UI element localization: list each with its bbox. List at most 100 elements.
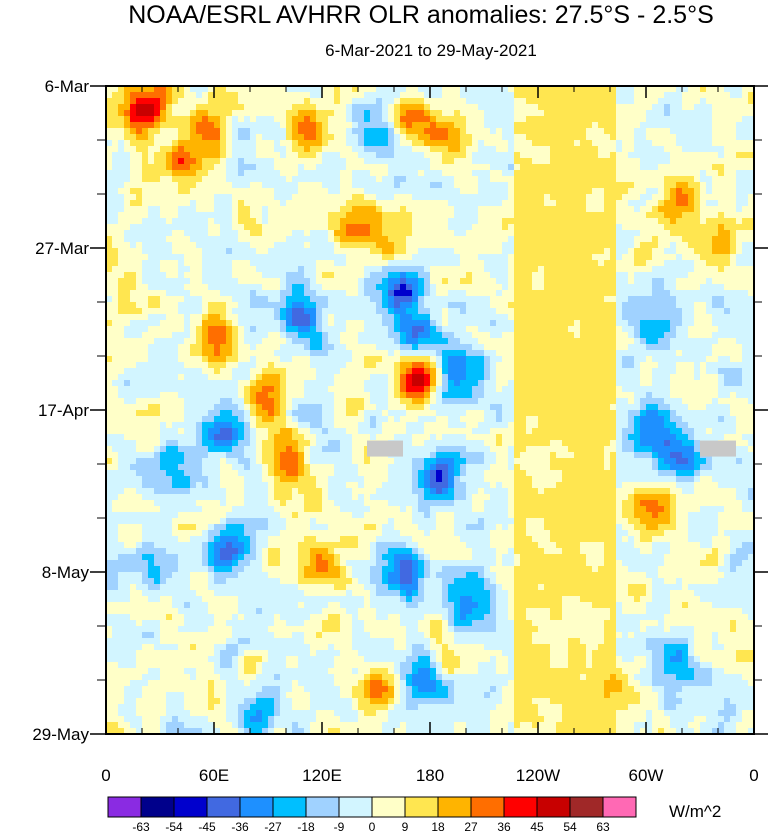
heat-cell [322, 98, 329, 105]
heat-cell [172, 242, 179, 249]
heat-cell [358, 272, 365, 279]
heat-cell [670, 242, 677, 249]
heat-cell [334, 344, 341, 351]
heat-cell [388, 176, 395, 183]
heat-cell [574, 230, 581, 237]
heat-cell [424, 86, 431, 93]
heat-cell [706, 116, 713, 123]
heat-cell [214, 344, 221, 351]
heat-cell [298, 308, 305, 315]
heat-cell [370, 200, 377, 207]
heat-cell [574, 254, 581, 261]
heat-cell [532, 344, 539, 351]
heat-cell [502, 158, 509, 165]
heat-cell [382, 344, 389, 351]
heat-cell [148, 308, 155, 315]
heat-cell [304, 344, 311, 351]
heat-cell [196, 86, 203, 93]
heat-cell [634, 266, 641, 273]
heat-cell [196, 320, 203, 327]
heat-cell [520, 236, 527, 243]
heat-cell [280, 332, 287, 339]
heat-cell [586, 200, 593, 207]
heat-cell [172, 308, 179, 315]
heat-cell [190, 194, 197, 201]
heat-cell [718, 146, 725, 153]
heat-cell [592, 350, 599, 357]
heat-cell [142, 122, 149, 129]
heat-cell [220, 128, 227, 135]
heat-cell [526, 176, 533, 183]
heat-cell [442, 278, 449, 285]
heat-cell [262, 116, 269, 123]
heat-cell [382, 206, 389, 213]
heat-cell [250, 350, 257, 357]
heat-cell [640, 194, 647, 201]
heat-cell [436, 278, 443, 285]
heat-cell [466, 248, 473, 255]
heat-cell [478, 224, 485, 231]
heat-cell [394, 140, 401, 147]
heat-cell [166, 362, 173, 369]
heat-cell [190, 158, 197, 165]
heat-cell [172, 170, 179, 177]
heat-cell [274, 146, 281, 153]
heat-cell [538, 98, 545, 105]
heat-cell [256, 206, 263, 213]
heat-cell [610, 170, 617, 177]
heat-cell [160, 104, 167, 111]
heat-cell [526, 140, 533, 147]
heat-cell [442, 248, 449, 255]
heat-cell [400, 104, 407, 111]
heat-cell [586, 170, 593, 177]
heat-cell [178, 242, 185, 249]
heat-cell [586, 356, 593, 363]
heat-cell [694, 248, 701, 255]
heat-cell [112, 104, 119, 111]
heat-cell [598, 140, 605, 147]
heat-cell [160, 266, 167, 273]
heat-cell [718, 278, 725, 285]
heat-cell [592, 290, 599, 297]
heat-cell [622, 122, 629, 129]
heat-cell [184, 350, 191, 357]
heat-cell [454, 158, 461, 165]
heat-cell [502, 164, 509, 171]
heat-cell [334, 128, 341, 135]
heat-cell [526, 284, 533, 291]
heat-cell [316, 236, 323, 243]
heat-cell [400, 188, 407, 195]
heat-cell [454, 356, 461, 363]
heat-cell [622, 338, 629, 345]
heat-cell [574, 326, 581, 333]
heat-cell [586, 182, 593, 189]
heat-cell [358, 164, 365, 171]
heat-cell [652, 146, 659, 153]
heat-cell [214, 308, 221, 315]
heat-cell [400, 338, 407, 345]
heat-cell [718, 296, 725, 303]
heat-cell [526, 194, 533, 201]
heat-cell [196, 128, 203, 135]
heat-cell [538, 290, 545, 297]
heat-cell [220, 302, 227, 309]
heat-cell [442, 350, 449, 357]
heat-cell [682, 242, 689, 249]
heat-cell [310, 188, 317, 195]
heat-cell [658, 230, 665, 237]
heat-cell [544, 266, 551, 273]
heat-cell [424, 278, 431, 285]
heat-cell [394, 266, 401, 273]
heat-cell [238, 272, 245, 279]
heat-cell [202, 242, 209, 249]
heat-cell [736, 338, 743, 345]
heat-cell [424, 146, 431, 153]
heat-cell [664, 338, 671, 345]
heat-cell [406, 338, 413, 345]
heat-cell [328, 332, 335, 339]
heat-cell [628, 194, 635, 201]
heat-cell [448, 116, 455, 123]
heat-cell [622, 332, 629, 339]
heat-cell [424, 314, 431, 321]
heat-cell [106, 224, 113, 231]
